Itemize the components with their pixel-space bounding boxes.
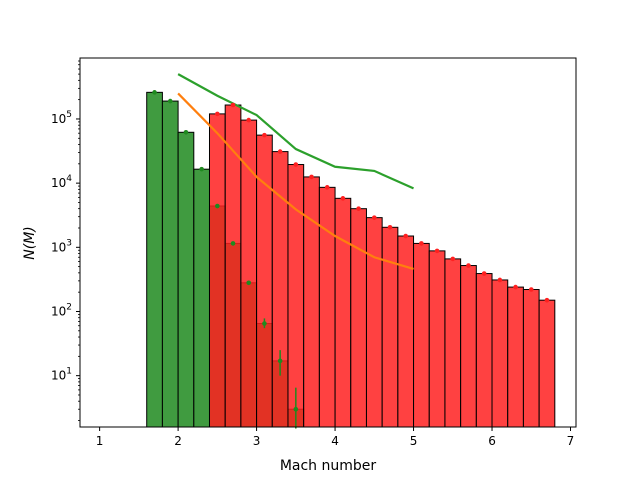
marker-s1-b2: [246, 117, 252, 123]
x-tick-label-6: 7: [567, 434, 575, 448]
marker-s1-b11: [387, 225, 393, 230]
marker-s1-b7: [324, 185, 330, 190]
bar-s0-b3: [193, 168, 210, 428]
marker-s0-b0: [152, 90, 157, 95]
marker-s0-b3: [199, 166, 204, 172]
bar-s1-b10: [365, 217, 383, 428]
bar-s1-b0: [208, 113, 226, 428]
marker-s1-b15: [450, 256, 456, 262]
bar-s1-b1: [224, 104, 242, 428]
y-tick-label-2: 103: [51, 238, 72, 254]
marker-s1-b19: [513, 284, 518, 290]
y-tick-label-4: 105: [51, 110, 72, 126]
bar-s1-b13: [413, 242, 430, 428]
marker-s1-b10: [372, 215, 377, 220]
marker-s1-b1: [230, 102, 236, 108]
marker-s0-b4: [215, 203, 220, 209]
bar-s1-b8: [334, 197, 352, 428]
x-tick-label-0: 1: [96, 434, 104, 448]
x-tick-label-1: 2: [174, 434, 182, 448]
y-tick-label-1: 102: [51, 302, 72, 318]
marker-s1-b0: [215, 111, 220, 117]
model-curves: [177, 73, 414, 271]
x-axis-label: Mach number: [280, 458, 377, 474]
bar-s0-b1: [161, 100, 179, 428]
marker-s1-b16: [466, 263, 471, 268]
marker-s1-b9: [356, 206, 361, 211]
marker-s0-b1: [167, 98, 173, 104]
bar-s1-b16: [460, 265, 477, 428]
marker-s1-b21: [544, 297, 550, 303]
bar-s0-b0: [146, 91, 163, 428]
bin-markers: [152, 90, 550, 429]
bar-s1-b6: [303, 176, 320, 428]
marker-s1-b4: [277, 149, 283, 154]
bar-s1-b14: [428, 250, 446, 428]
bar-s1-b15: [444, 258, 462, 428]
bar-s1-b18: [491, 279, 509, 428]
x-tick-label-4: 5: [410, 434, 418, 448]
y-tick-label-3: 104: [51, 174, 72, 190]
marker-s0-b6: [246, 280, 252, 286]
bar-s1-b7: [318, 186, 336, 428]
marker-s0-b8: [277, 358, 283, 364]
marker-s1-b5: [293, 162, 299, 167]
marker-s1-b12: [403, 233, 408, 239]
marker-s1-b6: [309, 174, 314, 180]
marker-s0-b9: [293, 406, 299, 412]
marker-s0-b7: [262, 321, 267, 326]
marker-s1-b13: [419, 241, 424, 246]
y-tick-label-0: 101: [51, 367, 72, 383]
marker-s0-b5: [230, 241, 236, 246]
bar-s1-b21: [538, 299, 556, 428]
curve-0: [177, 73, 414, 190]
marker-s1-b18: [497, 277, 503, 283]
x-tick-label-3: 4: [331, 434, 339, 448]
marker-s1-b3: [262, 132, 267, 138]
bar-s1-b11: [381, 226, 399, 428]
marker-s1-b17: [481, 271, 487, 276]
marker-s1-b14: [434, 248, 440, 254]
bar-s0-b2: [177, 131, 195, 428]
bar-s1-b20: [522, 289, 540, 428]
bar-s1-b19: [507, 286, 524, 428]
x-tick-label-5: 6: [488, 434, 496, 448]
marker-s1-b20: [528, 287, 534, 292]
y-axis: 101 102 103 104 105: [51, 60, 80, 421]
plot-frame: [79, 57, 577, 428]
marker-s0-b2: [183, 129, 189, 135]
bar-s1-b9: [350, 208, 367, 428]
bar-s1-b17: [475, 273, 493, 428]
marker-s1-b8: [340, 196, 346, 201]
y-axis-label: N(M): [22, 226, 38, 259]
x-tick-label-2: 3: [253, 434, 261, 448]
curve-1: [177, 92, 414, 271]
histogram-bars: [146, 91, 556, 428]
x-axis: 1 2 3 4 5 6 7: [96, 427, 575, 448]
bar-s1-b2: [240, 119, 258, 428]
